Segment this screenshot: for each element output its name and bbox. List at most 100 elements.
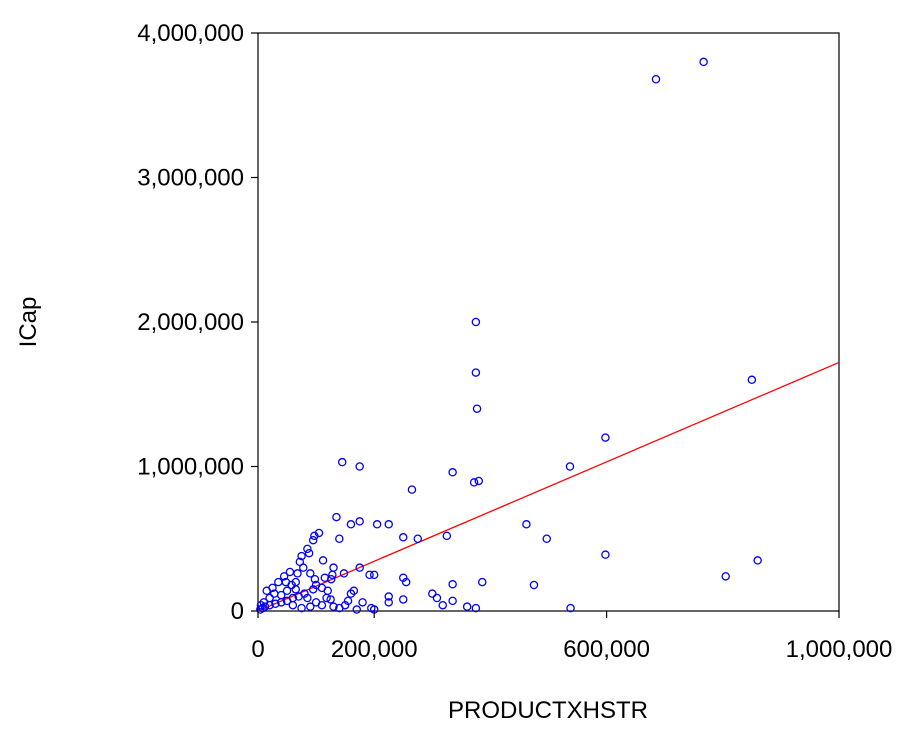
data-point xyxy=(462,602,472,611)
data-point xyxy=(358,598,367,607)
data-point xyxy=(471,603,481,613)
data-point xyxy=(355,563,364,572)
data-point xyxy=(365,570,374,580)
x-tick-label: 600,000 xyxy=(563,636,650,663)
data-point xyxy=(469,478,479,487)
data-point xyxy=(384,598,393,607)
data-point xyxy=(384,592,393,601)
data-point xyxy=(271,599,280,609)
data-point xyxy=(398,533,408,542)
data-point xyxy=(256,605,265,614)
y-tick-label: 0 xyxy=(231,598,244,625)
data-point xyxy=(438,600,448,610)
data-point xyxy=(471,317,481,327)
data-point xyxy=(346,520,356,529)
data-point xyxy=(310,574,320,584)
data-point xyxy=(529,580,539,590)
data-point xyxy=(320,573,330,583)
data-point xyxy=(565,462,575,471)
data-point xyxy=(306,569,315,578)
data-point xyxy=(432,593,442,603)
data-point xyxy=(721,572,730,581)
y-axis-title: ICap xyxy=(15,297,42,348)
x-axis-title: PRODUCTXHSTR xyxy=(448,697,648,724)
data-point xyxy=(304,548,314,558)
data-point xyxy=(448,596,457,606)
data-point xyxy=(265,593,274,603)
data-point xyxy=(332,512,341,522)
data-point xyxy=(372,520,382,529)
data-point xyxy=(308,535,318,545)
data-point xyxy=(566,603,575,613)
data-point xyxy=(308,585,318,594)
data-point xyxy=(407,485,417,494)
y-tick-label: 1,000,000 xyxy=(137,454,244,481)
data-point xyxy=(297,603,306,613)
x-tick-label: 1,000,000 xyxy=(786,636,893,663)
plot-frame xyxy=(257,32,840,612)
data-point xyxy=(753,556,762,565)
data-point xyxy=(352,605,362,614)
data-point xyxy=(401,577,411,587)
fit-line-layer xyxy=(257,361,840,612)
x-tick-label: 200,000 xyxy=(331,636,418,663)
data-point xyxy=(542,534,552,544)
data-point xyxy=(318,556,328,565)
data-point xyxy=(295,557,305,567)
data-point xyxy=(297,551,306,561)
data-point xyxy=(282,586,292,596)
data-point xyxy=(522,520,531,529)
data-point xyxy=(339,569,349,578)
x-axis-ticks: 0 200,000 600,000 1,000,000 xyxy=(251,611,892,663)
data-point xyxy=(369,570,379,580)
data-point xyxy=(303,544,312,554)
data-point xyxy=(329,602,338,611)
data-point xyxy=(651,74,661,84)
data-point xyxy=(478,577,487,587)
data-point xyxy=(601,433,610,442)
data-point xyxy=(288,600,298,610)
data-point xyxy=(448,468,457,477)
data-point xyxy=(413,534,423,544)
data-point xyxy=(442,531,452,541)
regression-line xyxy=(257,361,840,612)
data-point xyxy=(699,57,708,67)
data-point xyxy=(384,520,393,529)
data-point xyxy=(472,404,482,413)
data-point xyxy=(747,375,757,385)
data-point xyxy=(256,600,266,610)
data-point xyxy=(303,593,312,603)
data-point xyxy=(328,570,337,580)
data-point xyxy=(281,577,291,587)
y-tick-label: 2,000,000 xyxy=(137,309,244,336)
data-point xyxy=(474,476,484,486)
data-point xyxy=(349,586,359,596)
data-point xyxy=(326,595,335,604)
y-axis-ticks: 0 1,000,000 2,000,000 3,000,000 4,000,000 xyxy=(137,20,258,625)
data-point xyxy=(335,534,344,544)
data-point xyxy=(311,598,321,607)
data-point xyxy=(306,602,315,611)
data-point xyxy=(601,550,610,559)
data-point xyxy=(279,572,289,581)
data-point xyxy=(448,580,457,589)
data-point xyxy=(398,595,408,604)
data-point xyxy=(310,531,319,541)
data-point xyxy=(294,592,303,601)
data-point xyxy=(293,569,302,578)
y-tick-label: 4,000,000 xyxy=(137,20,244,47)
data-point xyxy=(337,457,347,467)
data-point xyxy=(335,603,344,613)
data-point xyxy=(355,462,364,471)
data-point xyxy=(428,589,437,598)
data-point xyxy=(322,593,331,603)
data-point xyxy=(471,368,481,377)
data-point xyxy=(282,596,292,606)
data-points xyxy=(256,57,762,614)
data-point xyxy=(270,589,279,598)
data-point xyxy=(268,583,277,593)
x-tick-label: 0 xyxy=(251,636,264,663)
y-tick-label: 3,000,000 xyxy=(137,165,244,192)
data-point xyxy=(355,517,364,526)
